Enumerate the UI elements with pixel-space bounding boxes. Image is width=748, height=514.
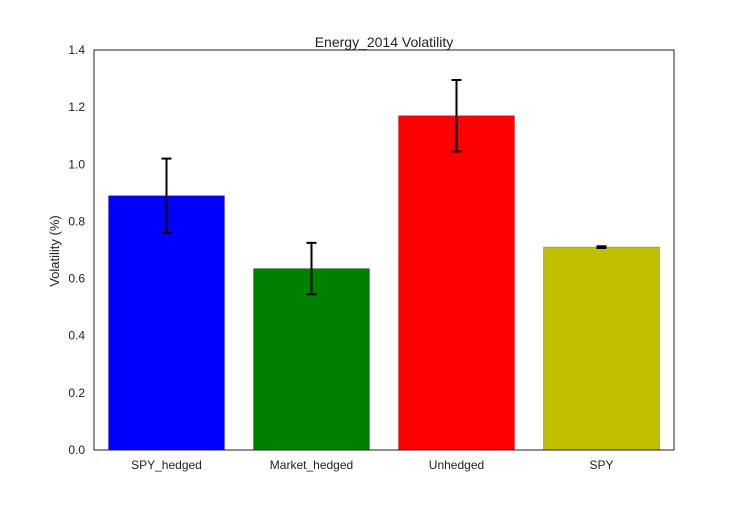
bars-group: [108, 115, 660, 451]
y-tick-label: 1.4: [68, 43, 85, 57]
y-tick-label: 0.2: [68, 386, 85, 400]
chart-title: Energy_2014 Volatility: [315, 34, 454, 50]
x-tick-label: Market_hedged: [270, 458, 353, 472]
plot-area-frame: [93, 49, 675, 451]
y-axis-label: Volatility (%): [47, 215, 62, 287]
y-tick-label: 1.0: [68, 157, 85, 171]
bar-spy: [543, 246, 660, 451]
y-tick-label: 0.8: [68, 214, 85, 228]
y-tick-label: 1.2: [68, 100, 85, 114]
y-tick-label: 0.0: [68, 443, 85, 457]
x-tick-label: SPY_hedged: [131, 458, 202, 472]
x-axis-ticks: SPY_hedged Market_hedged Unhedged SPY: [131, 458, 613, 472]
y-tick-label: 0.6: [68, 272, 85, 286]
bar-unhedged: [398, 115, 515, 451]
y-tick-label: 0.4: [68, 329, 85, 343]
y-axis-ticks: 0.0 0.2 0.4 0.6 0.8 1.0 1.2 1.4: [68, 43, 85, 457]
x-tick-label: Unhedged: [429, 458, 484, 472]
x-tick-label: SPY: [589, 458, 613, 472]
error-bars-group: [161, 79, 607, 296]
bar-spy-hedged: [108, 195, 225, 451]
bar-market-hedged: [253, 268, 370, 451]
